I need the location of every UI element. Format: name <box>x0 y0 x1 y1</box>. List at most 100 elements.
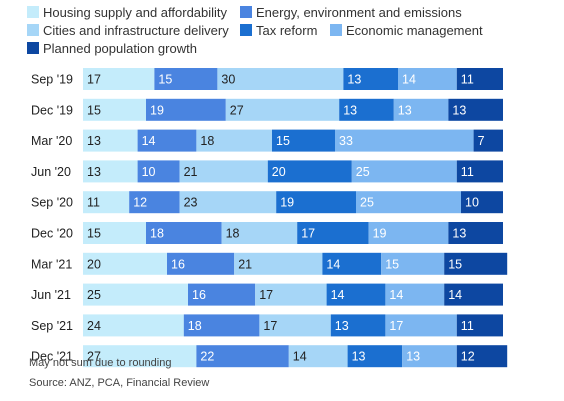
category-label: Sep '21 <box>31 319 73 333</box>
bar-segment <box>448 98 503 121</box>
data-label: 14 <box>331 288 345 302</box>
legend-swatch <box>27 42 39 54</box>
data-label: 17 <box>263 319 277 333</box>
data-label: 20 <box>272 165 286 179</box>
bar-segment <box>234 252 323 275</box>
bar-segment <box>456 160 503 183</box>
data-label: 24 <box>87 319 101 333</box>
category-label: Sep '20 <box>31 196 73 210</box>
bar-segment <box>83 345 197 368</box>
bar-segment <box>393 98 449 121</box>
data-label: 13 <box>343 103 357 117</box>
category-label: Dec '19 <box>31 103 73 117</box>
data-label: 15 <box>87 103 101 117</box>
data-label: 17 <box>301 227 315 241</box>
data-label: 23 <box>184 196 198 210</box>
data-label: 14 <box>293 350 307 364</box>
bar-segment <box>83 314 184 337</box>
legend-label: Cities and infrastructure delivery <box>43 23 229 38</box>
bar-segment <box>196 345 289 368</box>
legend-label: Housing supply and affordability <box>43 5 228 20</box>
bar-segment <box>183 314 260 337</box>
data-label: 30 <box>221 73 235 87</box>
data-label: 12 <box>133 196 147 210</box>
bar-segment <box>343 68 398 90</box>
bars: 17 15 30 13 14 11 15 19 27 13 13 13 13 14 18 15 33 7 13 10 2… <box>83 68 508 368</box>
data-label: 21 <box>184 165 198 179</box>
data-label: 20 <box>87 257 101 271</box>
bar-segment <box>297 222 369 244</box>
data-label: 19 <box>280 196 294 210</box>
bar-segment <box>83 160 138 183</box>
bar-segment <box>473 129 503 152</box>
legend-label: Economic management <box>346 23 483 38</box>
bar-segment <box>330 314 386 337</box>
data-label: 27 <box>87 350 101 364</box>
data-label: 25 <box>356 165 370 179</box>
data-label: 18 <box>226 227 240 241</box>
bar-segment <box>221 222 298 244</box>
data-label: 18 <box>150 227 164 241</box>
bar-segment <box>351 160 457 183</box>
data-label: 25 <box>87 288 101 302</box>
bar-segment <box>83 191 130 214</box>
bar-segment <box>83 68 155 90</box>
data-label: 11 <box>87 196 100 210</box>
bar-segment <box>196 129 272 152</box>
data-label: 15 <box>87 227 101 241</box>
bar-segment <box>347 345 403 368</box>
data-label: 13 <box>87 165 101 179</box>
data-label: 15 <box>158 73 172 87</box>
category-label: Mar '21 <box>31 257 72 271</box>
bar-segment <box>461 191 503 214</box>
bar-segment <box>255 283 327 306</box>
bar-segment <box>356 191 461 214</box>
legend-swatch <box>330 24 342 36</box>
data-label: 17 <box>389 319 403 333</box>
data-label: 16 <box>171 257 185 271</box>
bar-segment <box>272 129 335 152</box>
data-label: 11 <box>461 73 474 87</box>
data-label: 13 <box>406 350 420 364</box>
category-label: Mar '20 <box>31 134 72 148</box>
data-label: 21 <box>238 257 252 271</box>
data-label: 12 <box>461 350 475 364</box>
bar-segment <box>456 68 503 90</box>
legend-label: Tax reform <box>256 23 317 38</box>
bar-segment <box>225 98 340 121</box>
category-labels: Sep '19 Dec '19 Mar '20 Jun '20 Sep '20 Dec '… <box>31 73 73 364</box>
bar-segment <box>444 252 508 275</box>
bar-segment <box>276 191 356 214</box>
data-label: 16 <box>192 288 206 302</box>
data-label: 15 <box>276 134 290 148</box>
data-label: 18 <box>188 319 202 333</box>
bar-segment <box>368 222 449 244</box>
legend-swatch <box>27 24 39 36</box>
category-label: Jun '20 <box>31 165 71 179</box>
data-label: 27 <box>230 103 244 117</box>
bar-segment <box>83 252 167 275</box>
data-label: 13 <box>347 73 361 87</box>
source-note: Source: ANZ, PCA, Financial Review <box>29 377 210 389</box>
bar-segment <box>154 68 218 90</box>
bar-segment <box>179 160 268 183</box>
data-label: 10 <box>142 165 156 179</box>
bar-segment <box>339 98 394 121</box>
category-label: Dec '20 <box>31 227 73 241</box>
data-label: 13 <box>87 134 101 148</box>
data-label: 15 <box>385 257 399 271</box>
bar-segment <box>448 222 503 244</box>
data-label: 10 <box>465 196 479 210</box>
bar-segment <box>326 283 386 306</box>
bar-segment <box>83 222 146 244</box>
legend-swatch <box>240 24 252 36</box>
bar-segment <box>179 191 277 214</box>
data-label: 7 <box>478 134 485 148</box>
data-label: 15 <box>448 257 462 271</box>
data-label: 18 <box>200 134 214 148</box>
rounding-note: May not sum due to rounding <box>29 357 172 369</box>
data-label: 13 <box>398 103 412 117</box>
bar-segment <box>83 283 188 306</box>
bar-segment <box>259 314 331 337</box>
